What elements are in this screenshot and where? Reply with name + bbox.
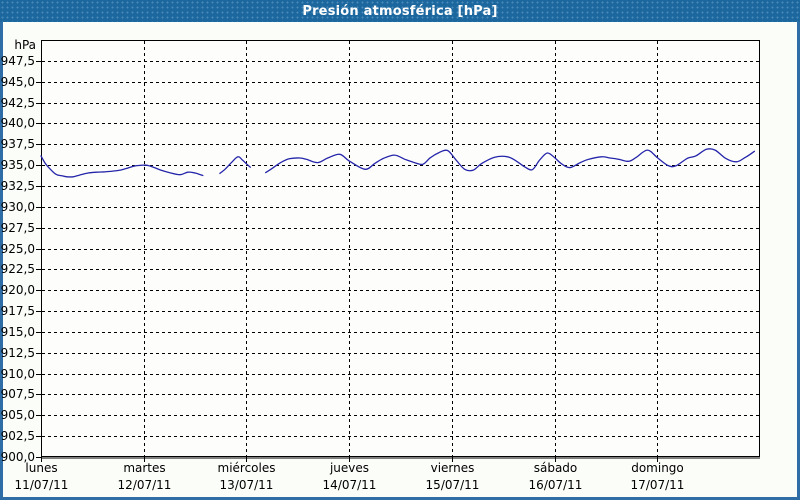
x-date-label: 11/07/11 — [14, 478, 69, 492]
y-tick-label: 927,5 — [0, 221, 35, 235]
y-tick-label: 915,0 — [0, 325, 35, 339]
y-tick-label: 900,0 — [0, 450, 35, 464]
y-tick-label: 947,5 — [0, 54, 35, 68]
frame-border-bottom — [0, 497, 800, 500]
y-axis-unit-label: hPa — [14, 38, 36, 52]
y-tick-label: 920,0 — [0, 283, 35, 297]
x-date-label: 16/07/11 — [528, 478, 583, 492]
y-tick-label: 937,5 — [0, 137, 35, 151]
plot-area — [41, 40, 760, 457]
y-tick-label: 940,0 — [0, 116, 35, 130]
y-tick-label: 907,5 — [0, 387, 35, 401]
y-tick-label: 935,0 — [0, 158, 35, 172]
pressure-series-line — [265, 148, 756, 174]
frame-border-right — [797, 22, 800, 500]
x-date-label: 17/07/11 — [630, 478, 685, 492]
y-tick-label: 925,0 — [0, 242, 35, 256]
x-day-label: miércoles — [217, 461, 276, 475]
y-tick-label: 902,5 — [0, 429, 35, 443]
x-day-label: jueves — [329, 461, 370, 475]
y-tick-label: 945,0 — [0, 75, 35, 89]
y-tick-label: 942,5 — [0, 96, 35, 110]
y-tick-label: 922,5 — [0, 262, 35, 276]
pressure-series-line — [40, 155, 204, 178]
x-date-label: 14/07/11 — [322, 478, 377, 492]
x-day-label: lunes — [25, 461, 58, 475]
x-day-label: viernes — [430, 461, 475, 475]
y-tick-label: 905,0 — [0, 408, 35, 422]
x-date-label: 15/07/11 — [425, 478, 480, 492]
x-day-label: sábado — [533, 461, 578, 475]
y-tick-label: 932,5 — [0, 179, 35, 193]
frame-border-left — [0, 22, 3, 500]
x-day-label: martes — [123, 461, 166, 475]
y-tick-label: 910,0 — [0, 367, 35, 381]
y-tick-label: 917,5 — [0, 304, 35, 318]
y-tick-label: 912,5 — [0, 346, 35, 360]
pressure-series-line — [219, 156, 251, 175]
y-tick-label: 930,0 — [0, 200, 35, 214]
plot-border — [41, 40, 760, 457]
title-bar: Presión atmosférica [hPa] — [0, 0, 800, 22]
x-date-label: 12/07/11 — [117, 478, 172, 492]
x-day-label: domingo — [631, 461, 684, 475]
x-date-label: 13/07/11 — [219, 478, 274, 492]
chart-title: Presión atmosférica [hPa] — [302, 3, 498, 19]
